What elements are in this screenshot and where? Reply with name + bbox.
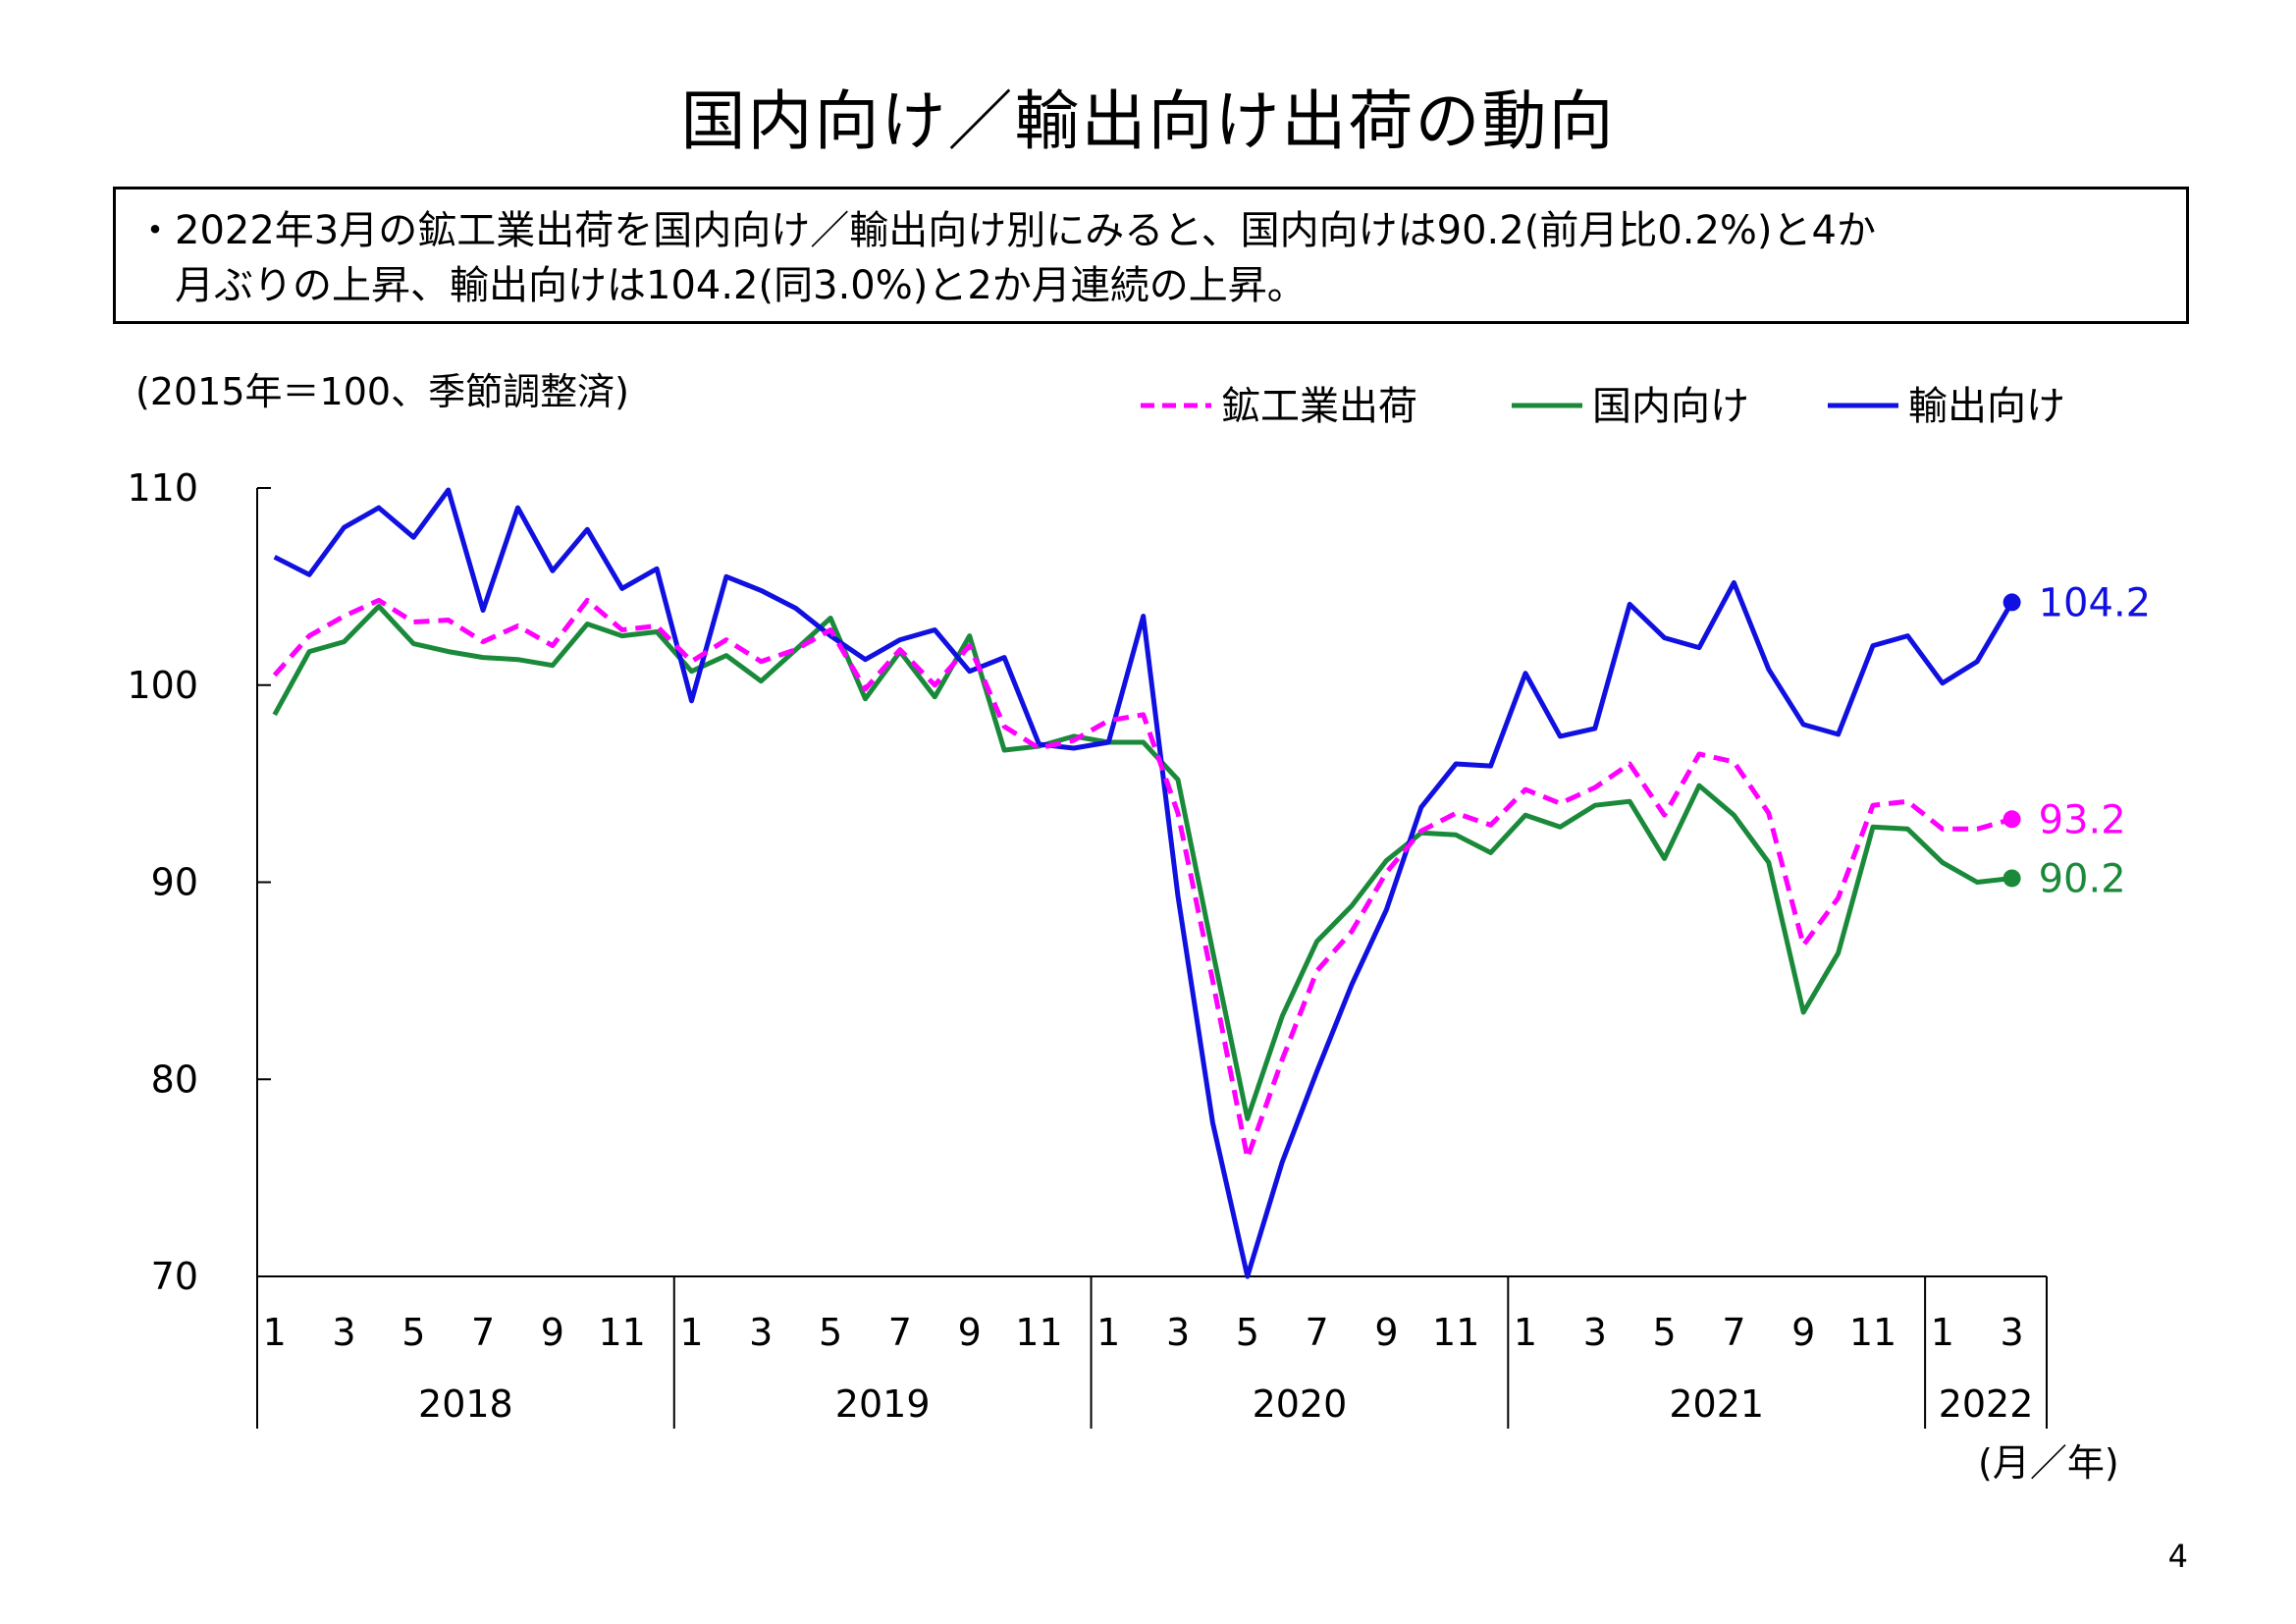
y-tick-label: 70 xyxy=(151,1255,198,1298)
month-tick-label: 1 xyxy=(1514,1311,1537,1354)
month-tick-label: 7 xyxy=(888,1311,912,1354)
month-tick-label: 5 xyxy=(819,1311,842,1354)
month-tick-label: 11 xyxy=(1015,1311,1062,1354)
year-label: 2022 xyxy=(1939,1382,2034,1426)
month-tick-label: 9 xyxy=(958,1311,982,1354)
month-tick-label: 1 xyxy=(1931,1311,1954,1354)
series-end-label-0: 93.2 xyxy=(2039,797,2126,842)
month-tick-label: 3 xyxy=(332,1311,355,1354)
y-tick-label: 110 xyxy=(127,466,198,510)
legend-label-1: 国内向け xyxy=(1592,384,1749,429)
month-tick-label: 5 xyxy=(1236,1311,1259,1354)
month-tick-label: 9 xyxy=(1374,1311,1398,1354)
unit-note: (2015年＝100、季節調整済) xyxy=(135,370,629,413)
month-tick-label: 7 xyxy=(1722,1311,1745,1354)
series-end-label-1: 90.2 xyxy=(2039,856,2126,901)
month-tick-label: 3 xyxy=(2001,1311,2024,1354)
summary-line-2: 月ぶりの上昇、輸出向けは104.2(同3.0%)と2か月連続の上昇。 xyxy=(175,263,1307,308)
legend-label-0: 鉱工業出荷 xyxy=(1221,384,1417,429)
year-label: 2021 xyxy=(1669,1382,1764,1426)
page-title: 国内向け／輸出向け出荷の動向 xyxy=(680,83,1616,159)
y-tick-label: 90 xyxy=(151,861,198,904)
month-tick-label: 3 xyxy=(1166,1311,1190,1354)
y-tick-label: 80 xyxy=(151,1057,198,1101)
month-tick-label: 3 xyxy=(1583,1311,1607,1354)
summary-line-1: ・2022年3月の鉱工業出荷を国内向け／輸出向け別にみると、国内向けは90.2(… xyxy=(135,208,1876,253)
y-tick-label: 100 xyxy=(127,664,198,707)
month-tick-label: 7 xyxy=(471,1311,495,1354)
chart-legend: 鉱工業出荷 国内向け 輸出向け xyxy=(1141,384,2065,429)
year-label: 2018 xyxy=(418,1382,513,1426)
month-tick-label: 11 xyxy=(598,1311,645,1354)
series-line-1 xyxy=(272,604,2012,1121)
month-tick-label: 7 xyxy=(1306,1311,1329,1354)
month-tick-label: 9 xyxy=(541,1311,564,1354)
legend-label-2: 輸出向け xyxy=(1908,384,2065,429)
series-end-marker-2 xyxy=(2002,593,2021,612)
year-label: 2019 xyxy=(835,1382,931,1426)
month-tick-label: 11 xyxy=(1432,1311,1479,1354)
series-line-0 xyxy=(272,597,2013,1161)
month-tick-label: 1 xyxy=(679,1311,703,1354)
series-end-marker-1 xyxy=(2002,869,2021,888)
x-axis-unit-label: (月／年) xyxy=(1978,1441,2119,1485)
series-line-2 xyxy=(273,487,2014,1279)
month-tick-label: 9 xyxy=(1791,1311,1815,1354)
series-end-marker-0 xyxy=(2002,810,2021,829)
month-tick-label: 1 xyxy=(1096,1311,1120,1354)
year-label: 2020 xyxy=(1253,1382,1348,1426)
summary-box: ・2022年3月の鉱工業出荷を国内向け／輸出向け別にみると、国内向けは90.2(… xyxy=(113,187,2189,324)
month-tick-label: 1 xyxy=(263,1311,287,1354)
month-tick-label: 3 xyxy=(749,1311,773,1354)
page-number: 4 xyxy=(2167,1538,2188,1575)
chart-lines: 90.2 104.2 93.2 xyxy=(272,487,2152,1279)
series-end-label-2: 104.2 xyxy=(2039,580,2152,625)
month-tick-label: 5 xyxy=(401,1311,425,1354)
month-tick-label: 5 xyxy=(1653,1311,1677,1354)
month-tick-label: 11 xyxy=(1849,1311,1896,1354)
